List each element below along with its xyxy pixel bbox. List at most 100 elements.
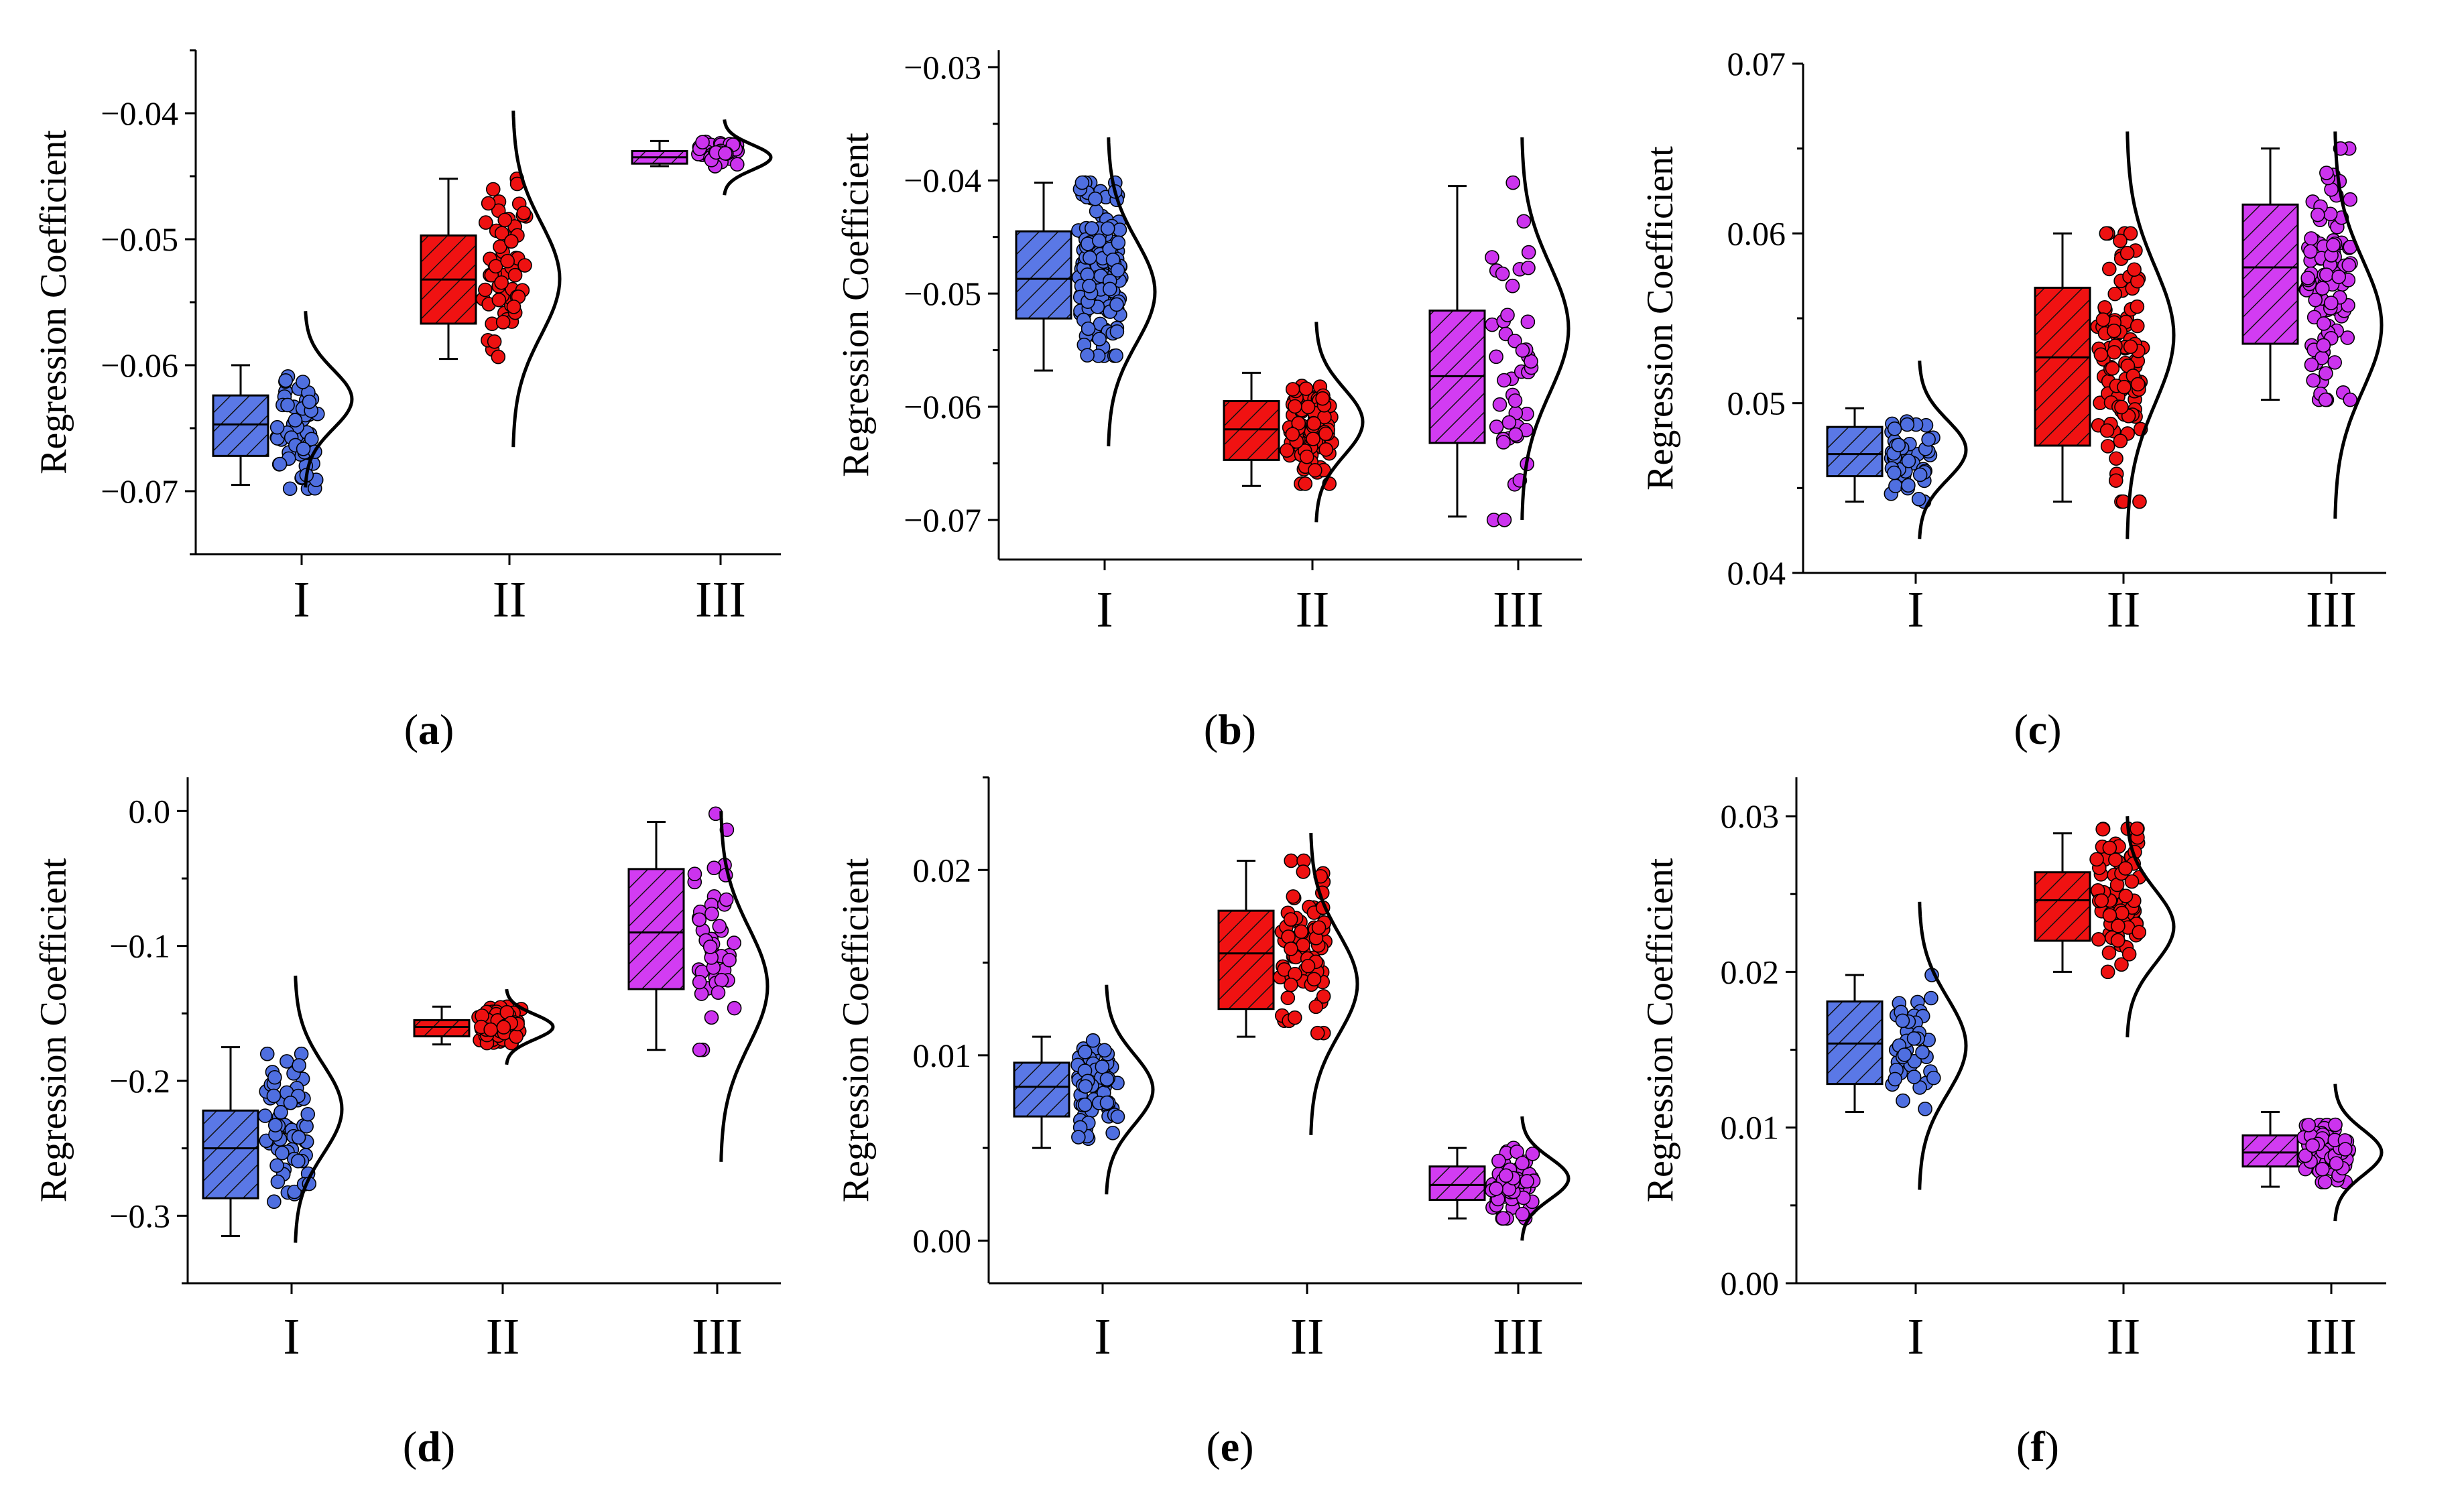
data-point bbox=[2119, 245, 2135, 261]
data-point bbox=[1112, 222, 1127, 237]
data-point bbox=[1089, 204, 1104, 218]
data-point bbox=[495, 315, 511, 330]
data-point bbox=[2343, 392, 2357, 407]
data-point bbox=[299, 1118, 314, 1134]
data-point bbox=[1492, 397, 1507, 412]
data-point bbox=[2102, 840, 2117, 856]
data-point bbox=[2110, 933, 2126, 948]
data-point bbox=[1300, 399, 1316, 415]
group-II: II bbox=[1217, 832, 1359, 1365]
data-point bbox=[1294, 924, 1309, 939]
box-II bbox=[2034, 871, 2091, 942]
data-point bbox=[2095, 822, 2110, 837]
data-point bbox=[1077, 1097, 1093, 1112]
data-point bbox=[1078, 1045, 1093, 1059]
data-point bbox=[2303, 244, 2318, 259]
data-point bbox=[2301, 1118, 2316, 1132]
data-point bbox=[2318, 392, 2333, 407]
box-I bbox=[1015, 230, 1072, 320]
data-point bbox=[1287, 1010, 1302, 1025]
data-point bbox=[1298, 476, 1313, 491]
data-point bbox=[2115, 905, 2130, 921]
data-point bbox=[270, 1174, 286, 1189]
data-point bbox=[1286, 889, 1301, 904]
data-point bbox=[273, 1105, 288, 1120]
y-tick-label: −0.3 bbox=[109, 1197, 170, 1234]
y-tick-label: −0.06 bbox=[904, 388, 981, 426]
y-axis-title: Regression Coefficient bbox=[33, 130, 74, 474]
data-point bbox=[1901, 478, 1916, 493]
data-point bbox=[2319, 267, 2334, 282]
group-III: III bbox=[627, 806, 769, 1365]
data-point bbox=[267, 1194, 282, 1209]
y-tick-label: −0.07 bbox=[904, 501, 981, 539]
data-point bbox=[2109, 451, 2123, 466]
data-point bbox=[2127, 262, 2142, 277]
y-tick-label: 0.07 bbox=[1727, 45, 1786, 82]
panel-label: (b) bbox=[1204, 706, 1256, 753]
data-point bbox=[2101, 946, 2117, 960]
data-point bbox=[280, 1054, 294, 1069]
data-point bbox=[1318, 426, 1333, 442]
data-point bbox=[1508, 427, 1523, 442]
y-tick-label: 0.00 bbox=[913, 1222, 972, 1259]
y-tick-label: 0.05 bbox=[1727, 385, 1786, 422]
data-point bbox=[1501, 415, 1517, 430]
data-point bbox=[1310, 1025, 1325, 1041]
data-point bbox=[1496, 435, 1511, 450]
data-point bbox=[1078, 1079, 1093, 1094]
group-I: I bbox=[1015, 137, 1157, 638]
y-tick-label: −0.05 bbox=[101, 220, 178, 258]
data-point bbox=[1887, 465, 1902, 480]
data-point bbox=[2094, 893, 2109, 908]
data-point bbox=[1283, 912, 1298, 927]
data-point bbox=[491, 349, 506, 365]
data-point bbox=[280, 397, 295, 413]
data-point bbox=[1495, 1211, 1511, 1226]
data-point bbox=[687, 866, 702, 882]
data-point bbox=[712, 919, 727, 934]
data-point bbox=[1500, 308, 1515, 322]
data-point bbox=[1109, 348, 1123, 363]
data-point bbox=[2306, 373, 2321, 388]
data-point bbox=[1926, 1070, 1941, 1086]
group-II: II bbox=[420, 111, 562, 628]
data-point bbox=[1099, 1095, 1115, 1110]
x-tick-label: II bbox=[493, 572, 527, 628]
group-III: III bbox=[631, 119, 773, 628]
data-point bbox=[2113, 434, 2128, 448]
data-point bbox=[269, 1158, 284, 1173]
data-point bbox=[1887, 421, 1902, 436]
box-I bbox=[202, 1109, 259, 1199]
data-point bbox=[2095, 312, 2111, 327]
data-point bbox=[1099, 1071, 1115, 1087]
group-II: II bbox=[1223, 322, 1365, 638]
x-tick-label: I bbox=[1094, 1309, 1111, 1365]
distribution-curve bbox=[1314, 322, 1365, 523]
panel-label: (c) bbox=[2014, 706, 2061, 753]
data-point bbox=[2108, 473, 2123, 488]
data-point bbox=[722, 952, 737, 968]
data-point bbox=[2114, 957, 2129, 972]
x-tick-label: II bbox=[486, 1309, 520, 1365]
data-point bbox=[1906, 1031, 1922, 1046]
data-point bbox=[1280, 443, 1294, 458]
data-point bbox=[2305, 1138, 2320, 1153]
group-I: I bbox=[202, 975, 344, 1365]
data-point bbox=[494, 275, 509, 290]
x-tick-label: II bbox=[1290, 1309, 1325, 1365]
data-point bbox=[272, 456, 288, 472]
data-point bbox=[1306, 972, 1322, 987]
data-point bbox=[2130, 821, 2144, 836]
panel-label: (d) bbox=[403, 1423, 455, 1470]
data-point bbox=[1897, 1047, 1912, 1062]
x-tick-label: II bbox=[2107, 582, 2141, 638]
data-point bbox=[2319, 166, 2334, 180]
panel-label: (a) bbox=[404, 706, 454, 753]
distribution-curve bbox=[304, 311, 354, 488]
y-tick-label: −0.04 bbox=[101, 94, 178, 132]
data-point bbox=[1092, 233, 1107, 248]
data-point bbox=[1316, 989, 1331, 1004]
data-point bbox=[2111, 919, 2126, 933]
